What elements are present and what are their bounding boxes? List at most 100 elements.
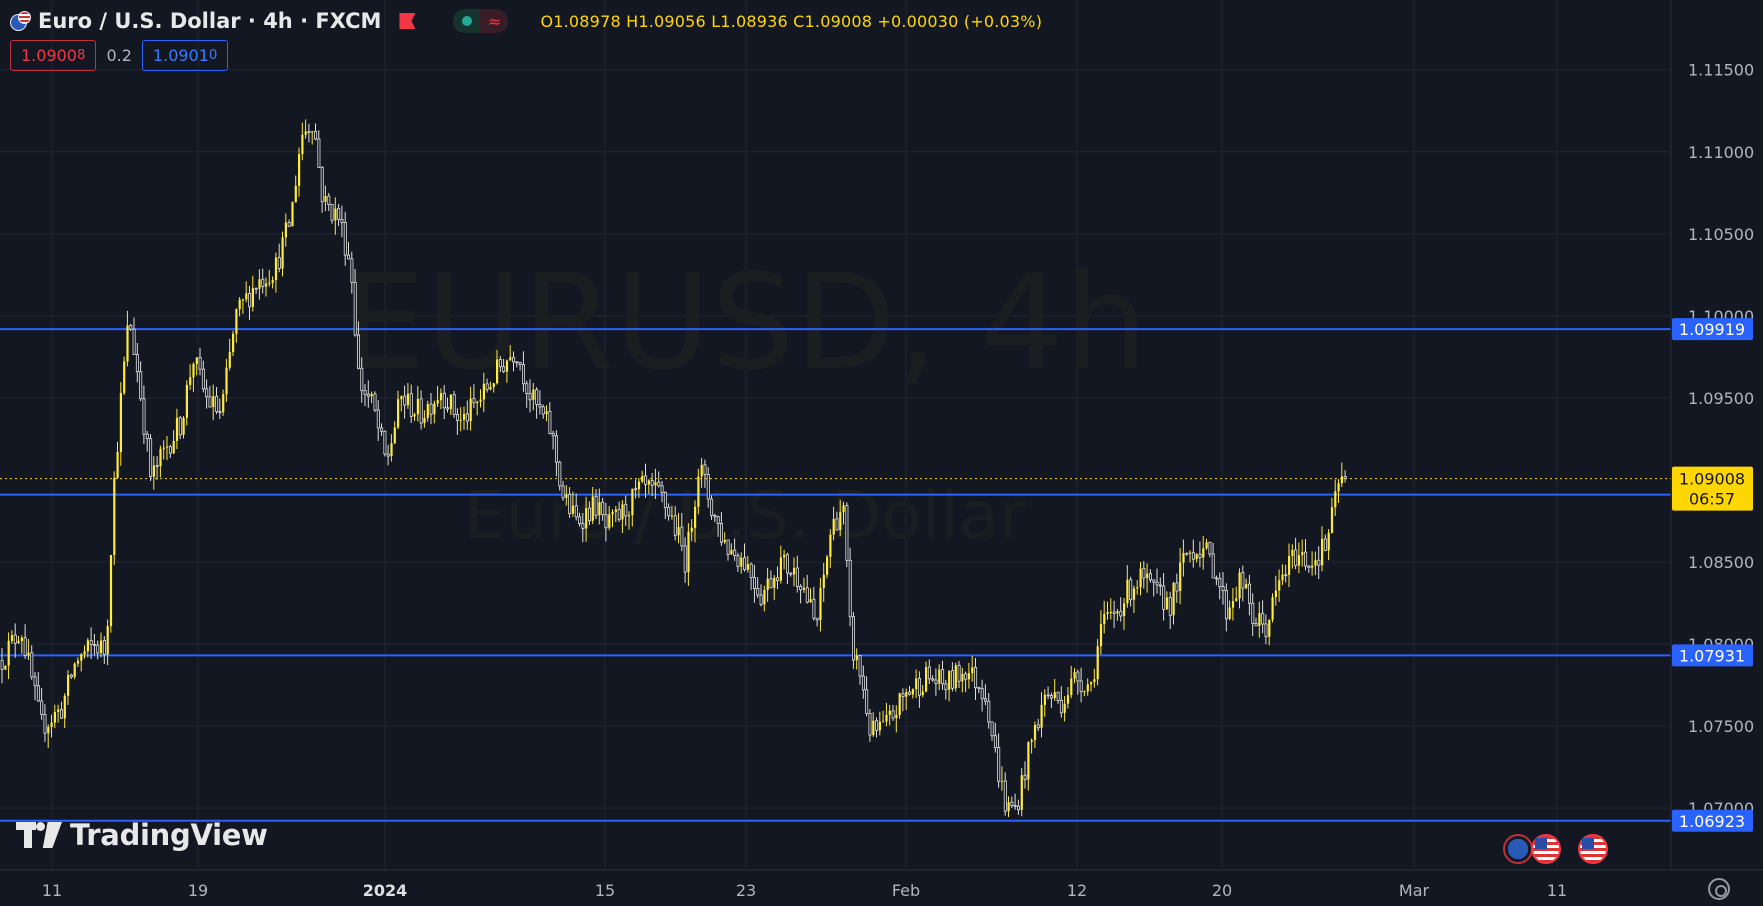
candle-body: [793, 567, 796, 575]
candle-body: [1330, 507, 1334, 533]
candle-body: [974, 666, 978, 689]
candle-body: [971, 667, 974, 674]
candle-body: [47, 726, 50, 734]
candle-body: [175, 417, 179, 441]
red-flag-icon[interactable]: [399, 13, 416, 29]
candle-body: [423, 417, 426, 424]
candle-body: [829, 534, 832, 557]
candle-body: [1046, 694, 1050, 697]
eu-us-flag-icon: [10, 11, 31, 31]
candle-body: [789, 572, 793, 575]
candle-body: [60, 709, 64, 719]
candle-body: [83, 651, 86, 655]
candle-body: [1152, 579, 1156, 583]
candle-body: [43, 714, 47, 734]
candle-body: [1083, 691, 1086, 693]
candle-body: [373, 393, 377, 411]
quote-row: 1.0900 8 0.2 1.0901 0: [10, 40, 229, 71]
us-flag-icon[interactable]: [1578, 834, 1608, 864]
candle-body: [350, 258, 354, 283]
candle-body: [888, 710, 891, 715]
candle-body: [251, 288, 254, 307]
candle-body: [1139, 568, 1142, 588]
candle-body: [594, 496, 598, 516]
candle-body: [746, 564, 749, 570]
candle-body: [759, 594, 763, 605]
candle-body: [1304, 551, 1308, 567]
candle-body: [116, 452, 119, 479]
candle-body: [426, 404, 429, 418]
candle-body: [1109, 611, 1112, 613]
candle-body: [756, 587, 760, 596]
time-tick-label: 20: [1212, 881, 1232, 900]
price-tick-label: 1.07500: [1688, 717, 1754, 736]
candle-body: [561, 485, 565, 499]
candle-body: [459, 419, 462, 421]
candle-body: [1224, 590, 1228, 620]
candle-body: [710, 498, 714, 516]
candle-body: [954, 665, 957, 689]
tradingview-logo[interactable]: TradingView: [16, 818, 268, 852]
candle-body: [716, 516, 720, 524]
candle-body: [241, 299, 245, 301]
time-axis-labels: 11 19 2024 15 23 Feb 12 20 Mar 11: [42, 881, 1567, 900]
candle-body: [779, 557, 782, 581]
candle-body: [1251, 602, 1255, 624]
candle-body: [703, 464, 707, 475]
candle-body: [492, 383, 495, 387]
sell-button[interactable]: 1.0900 8: [10, 40, 97, 71]
candle-body: [1149, 573, 1153, 581]
eu-flag-icon[interactable]: [1503, 834, 1533, 864]
candle-body: [852, 616, 856, 661]
candle-body: [1281, 574, 1284, 581]
candle-body: [337, 208, 341, 220]
candle-body: [660, 485, 664, 493]
candle-body: [598, 502, 601, 516]
symbol-legend: Euro / U.S. Dollar · 4h · FXCM ≈ O1.0897…: [10, 6, 1042, 36]
candle-body: [489, 386, 492, 390]
candle-body: [7, 641, 10, 666]
price-axis[interactable]: [1671, 0, 1763, 870]
candle-body: [1268, 619, 1271, 637]
candle-body: [50, 722, 53, 727]
candle-body: [1284, 574, 1288, 577]
candle-body: [185, 384, 188, 418]
candle-body: [419, 398, 423, 424]
candle-body: [987, 700, 991, 723]
candle-body: [113, 478, 116, 556]
candle-body: [228, 352, 231, 368]
buy-price-pip: 0: [208, 48, 218, 63]
candle-body: [149, 438, 153, 478]
candle-body: [1119, 610, 1123, 617]
candle-body: [911, 689, 914, 695]
candle-body: [1241, 572, 1245, 589]
candle-body: [1027, 741, 1030, 780]
candle-body: [198, 357, 202, 370]
candle-body: [1221, 586, 1225, 592]
candle-body: [1017, 805, 1021, 811]
candle-body: [905, 692, 908, 697]
market-status[interactable]: ≈: [453, 9, 509, 33]
candle-body: [271, 280, 274, 283]
buy-button[interactable]: 1.0901 0: [141, 40, 229, 71]
candle-body: [324, 196, 327, 202]
candle-body: [1189, 552, 1192, 554]
candle-body: [795, 567, 799, 587]
candle-body: [1291, 549, 1294, 557]
us-flag-icon[interactable]: [1531, 834, 1561, 864]
candle-body: [1007, 802, 1010, 812]
candle-body: [766, 578, 769, 590]
candle-body: [1211, 553, 1215, 579]
candle-body: [192, 363, 195, 378]
settings-gear-icon[interactable]: [1708, 878, 1730, 900]
candle-body: [1165, 597, 1169, 610]
candle-body: [168, 446, 172, 454]
candle-body: [1271, 597, 1274, 620]
candle-body: [680, 526, 684, 547]
time-axis[interactable]: [0, 870, 1671, 906]
candle-body: [637, 481, 641, 490]
candle-body: [951, 670, 955, 689]
symbol-title[interactable]: Euro / U.S. Dollar · 4h · FXCM: [38, 9, 382, 33]
